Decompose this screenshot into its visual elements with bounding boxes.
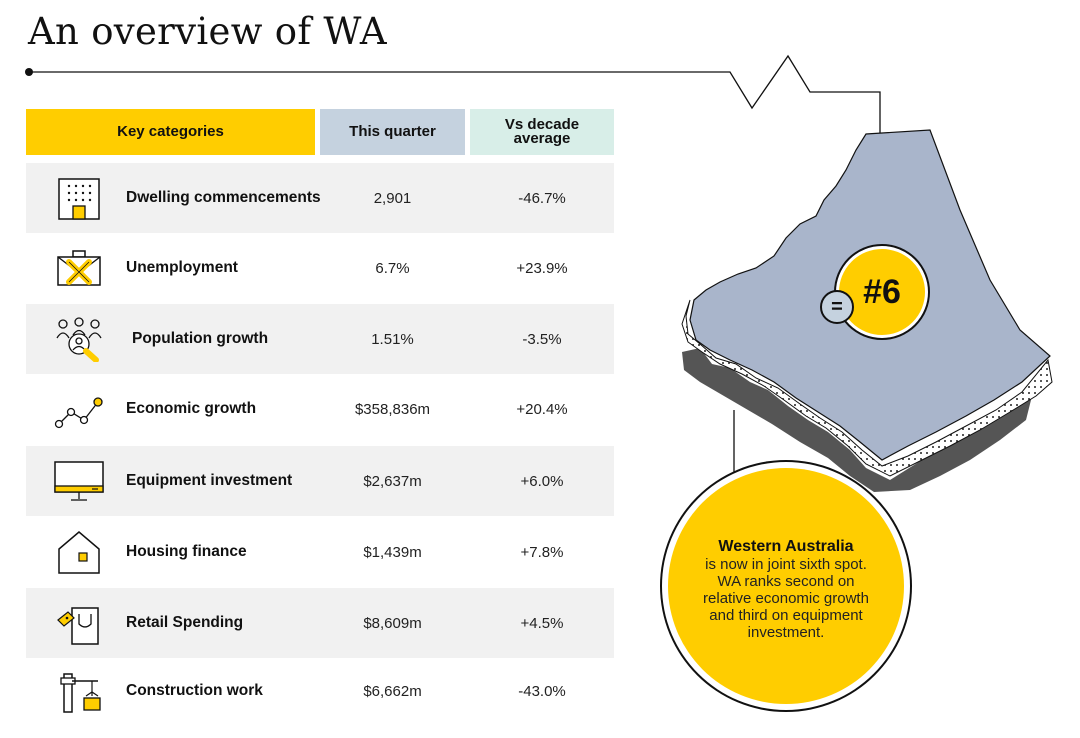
row-name: Housing finance [126, 543, 247, 560]
row-vs-decade: +6.0% [520, 472, 564, 490]
row-value: 6.7% [375, 259, 410, 277]
row-vs-decade: +4.5% [520, 614, 564, 632]
table-row: Economic growth $358,836m +20.4% [26, 374, 614, 444]
row-value: $1,439m [363, 543, 422, 561]
row-value: 2,901 [373, 189, 412, 207]
info-title: Western Australia [718, 537, 854, 555]
row-value: $358,836m [354, 400, 431, 418]
table-row: Construction work $6,662m -43.0% [26, 656, 614, 726]
row-name: Economic growth [126, 400, 257, 417]
header-this-quarter: This quarter [320, 109, 465, 155]
row-name: Population growth [132, 330, 269, 347]
info-body: is now in joint sixth spot. WA ranks sec… [703, 555, 869, 641]
table-row: Housing finance $1,439m +7.8% [26, 517, 614, 587]
table-row: Population growth 1.51% -3.5% [26, 304, 614, 374]
row-name: Construction work [126, 682, 263, 699]
line-graph-icon [54, 397, 103, 429]
table-row: Unemployment 6.7% +23.9% [26, 233, 614, 303]
row-vs-decade: -46.7% [518, 189, 566, 207]
row-name: Unemployment [126, 259, 238, 276]
monitor-icon [54, 461, 104, 501]
equal-badge: = [820, 290, 854, 324]
rank-label: #6 [863, 272, 901, 311]
building-icon [58, 178, 100, 220]
table-row: Retail Spending $8,609m +4.5% [26, 588, 614, 658]
row-vs-decade: +23.9% [516, 259, 568, 277]
house-icon [58, 531, 100, 574]
row-value: $8,609m [363, 614, 422, 632]
shopping-bag-icon [57, 607, 99, 645]
table-row: Equipment investment $2,637m +6.0% [26, 446, 614, 516]
table-row: Dwelling commencements 2,901 -46.7% [26, 163, 614, 233]
page-title: An overview of WA [28, 10, 387, 53]
header-vs-decade: Vs decade average [470, 109, 614, 155]
people-search-icon [56, 317, 102, 362]
row-value: $2,637m [363, 472, 422, 490]
row-vs-decade: -43.0% [518, 682, 566, 700]
row-name: Dwelling commencements [126, 189, 321, 206]
row-name: Equipment investment [126, 472, 293, 489]
row-vs-decade: +20.4% [516, 400, 568, 418]
row-name: Retail Spending [126, 614, 244, 631]
crane-icon [60, 673, 101, 713]
row-value: $6,662m [363, 682, 422, 700]
info-circle: Western Australia is now in joint sixth … [668, 468, 904, 704]
rank-badge: #6 [836, 246, 928, 338]
header-key-categories: Key categories [26, 109, 315, 155]
briefcase-cross-icon [57, 250, 101, 286]
row-vs-decade: +7.8% [520, 543, 564, 561]
row-vs-decade: -3.5% [522, 330, 562, 348]
row-value: 1.51% [371, 330, 414, 348]
